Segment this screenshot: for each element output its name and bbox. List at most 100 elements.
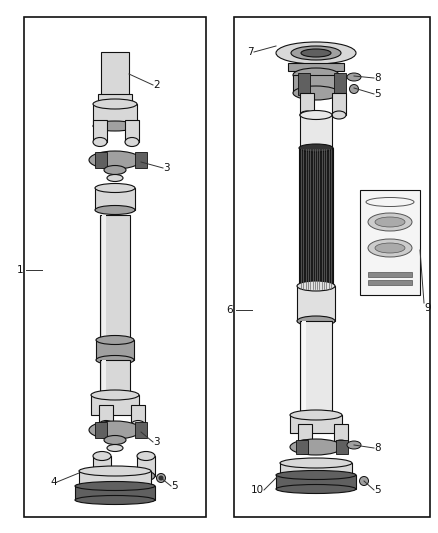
- Ellipse shape: [299, 286, 333, 294]
- Bar: [293, 75, 339, 93]
- Ellipse shape: [332, 111, 346, 119]
- Bar: [336, 440, 348, 454]
- Ellipse shape: [91, 390, 139, 400]
- Ellipse shape: [368, 239, 412, 257]
- Bar: [276, 475, 356, 489]
- Ellipse shape: [137, 451, 155, 461]
- Ellipse shape: [89, 421, 141, 439]
- Bar: [102, 215, 106, 340]
- Text: 4: 4: [50, 477, 57, 487]
- Ellipse shape: [79, 466, 151, 476]
- Text: 5: 5: [171, 481, 178, 491]
- Bar: [93, 104, 137, 126]
- Ellipse shape: [107, 445, 123, 451]
- Bar: [334, 424, 348, 444]
- Text: 5: 5: [374, 485, 381, 495]
- Text: 8: 8: [374, 443, 381, 453]
- Bar: [360, 190, 420, 295]
- Bar: [298, 424, 312, 444]
- Ellipse shape: [300, 146, 332, 155]
- Bar: [297, 286, 335, 321]
- Ellipse shape: [159, 475, 163, 481]
- Bar: [296, 440, 308, 454]
- Bar: [96, 340, 134, 360]
- Ellipse shape: [75, 481, 155, 490]
- Ellipse shape: [347, 73, 361, 81]
- Ellipse shape: [96, 335, 134, 344]
- Bar: [93, 120, 107, 142]
- Bar: [234, 17, 430, 517]
- Ellipse shape: [131, 421, 145, 430]
- Text: 10: 10: [251, 485, 264, 495]
- Ellipse shape: [96, 356, 134, 365]
- Ellipse shape: [99, 421, 113, 430]
- Ellipse shape: [156, 473, 166, 482]
- Ellipse shape: [95, 484, 135, 494]
- Text: 3: 3: [153, 437, 159, 447]
- Text: 5: 5: [374, 89, 381, 99]
- Bar: [101, 52, 129, 96]
- Ellipse shape: [291, 474, 341, 483]
- Bar: [24, 17, 206, 517]
- Ellipse shape: [93, 451, 111, 461]
- Ellipse shape: [290, 410, 342, 420]
- Bar: [302, 321, 306, 415]
- Text: 6: 6: [226, 305, 233, 315]
- Ellipse shape: [368, 213, 412, 231]
- Bar: [93, 456, 111, 476]
- Bar: [125, 120, 139, 142]
- Bar: [300, 115, 332, 150]
- Ellipse shape: [350, 85, 358, 93]
- Ellipse shape: [104, 435, 126, 445]
- Ellipse shape: [301, 49, 331, 57]
- Ellipse shape: [297, 281, 335, 291]
- Ellipse shape: [107, 174, 123, 182]
- Ellipse shape: [95, 206, 135, 214]
- Ellipse shape: [297, 316, 335, 326]
- Bar: [100, 360, 130, 395]
- Bar: [79, 471, 151, 489]
- Bar: [334, 73, 346, 95]
- Ellipse shape: [293, 68, 339, 82]
- Ellipse shape: [75, 496, 155, 505]
- Ellipse shape: [291, 46, 341, 60]
- Bar: [102, 360, 106, 395]
- Ellipse shape: [137, 472, 155, 481]
- Ellipse shape: [375, 243, 405, 253]
- Ellipse shape: [276, 42, 356, 64]
- Ellipse shape: [93, 138, 107, 147]
- Ellipse shape: [300, 110, 332, 119]
- Bar: [368, 272, 412, 277]
- Ellipse shape: [280, 458, 352, 468]
- Bar: [100, 215, 130, 340]
- Bar: [299, 148, 333, 290]
- Ellipse shape: [300, 111, 314, 119]
- Bar: [95, 152, 107, 168]
- Bar: [300, 93, 314, 115]
- Ellipse shape: [298, 440, 312, 448]
- Bar: [290, 415, 342, 433]
- Ellipse shape: [104, 166, 126, 174]
- Ellipse shape: [293, 86, 339, 100]
- Bar: [368, 280, 412, 285]
- Bar: [135, 152, 147, 168]
- Ellipse shape: [347, 441, 361, 449]
- Ellipse shape: [93, 99, 137, 109]
- Ellipse shape: [375, 217, 405, 227]
- Bar: [332, 93, 346, 115]
- Bar: [95, 422, 107, 438]
- Text: 2: 2: [153, 80, 159, 90]
- Text: 8: 8: [374, 73, 381, 83]
- Ellipse shape: [93, 121, 137, 131]
- Bar: [300, 321, 332, 415]
- Bar: [135, 422, 147, 438]
- Text: 7: 7: [247, 47, 254, 57]
- Text: 9: 9: [424, 303, 431, 313]
- Ellipse shape: [276, 484, 356, 494]
- Bar: [95, 188, 135, 210]
- Bar: [298, 73, 310, 95]
- Bar: [91, 395, 139, 415]
- Ellipse shape: [299, 144, 333, 152]
- Ellipse shape: [360, 477, 368, 486]
- Bar: [75, 486, 155, 500]
